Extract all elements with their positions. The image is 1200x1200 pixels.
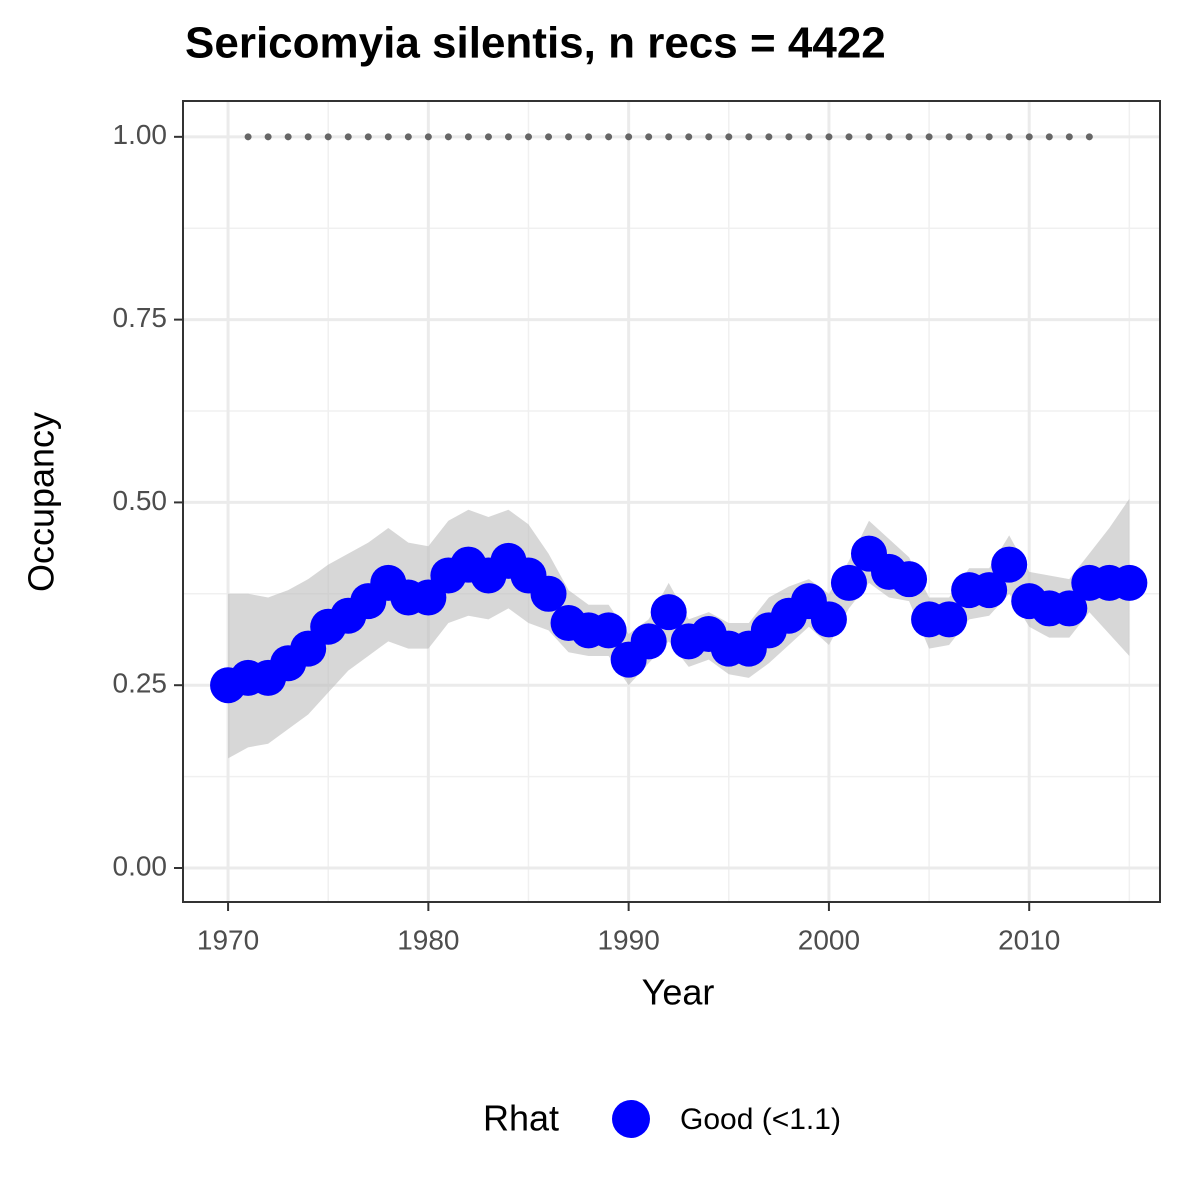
x-axis-title: Year — [642, 972, 715, 1013]
data-point — [971, 572, 1008, 609]
legend-key — [612, 1100, 650, 1138]
x-tick-label: 2000 — [798, 924, 860, 955]
y-tick-label: 0.25 — [113, 668, 168, 699]
y-tick-label: 1.00 — [113, 119, 168, 150]
plot-border — [182, 100, 1161, 903]
data-point — [991, 546, 1028, 583]
y-tick-label: 0.50 — [113, 485, 168, 516]
y-tick-label: 0.75 — [113, 302, 168, 333]
x-tick-label: 1970 — [197, 924, 259, 955]
data-point — [590, 612, 627, 649]
chart-title: Sericomyia silentis, n recs = 4422 — [185, 19, 886, 68]
data-point — [650, 594, 687, 631]
x-tick-label: 1990 — [597, 924, 659, 955]
data-point — [810, 601, 847, 638]
data-point — [1051, 590, 1088, 627]
data-point — [530, 575, 567, 612]
data-point — [1111, 564, 1148, 601]
data-point — [830, 564, 867, 601]
data-point — [931, 601, 968, 638]
y-tick-label: 0.00 — [113, 850, 168, 881]
data-point — [891, 561, 928, 598]
x-tick-label: 1980 — [397, 924, 459, 955]
y-axis-title: Occupancy — [21, 412, 62, 592]
x-tick-label: 2010 — [998, 924, 1060, 955]
data-point — [630, 623, 667, 660]
legend-title: Rhat — [483, 1098, 559, 1139]
legend-label: Good (<1.1) — [680, 1103, 841, 1136]
